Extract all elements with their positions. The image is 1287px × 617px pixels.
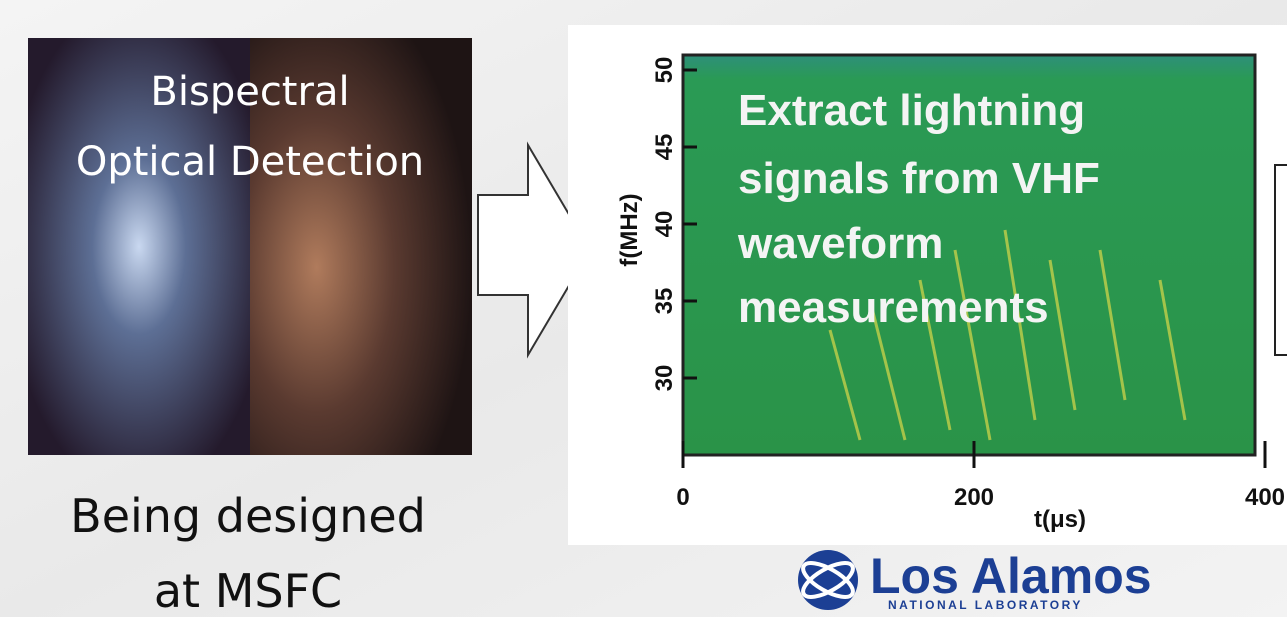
x-tick-label: 400: [1245, 484, 1285, 511]
logo-globe: [798, 550, 858, 610]
subtitle: Being designed: [70, 489, 426, 543]
y-tick-label: 30: [651, 365, 678, 392]
image-caption: Bispectral: [150, 69, 349, 115]
annotation: Extract lightning: [738, 86, 1085, 135]
x-tick-label: 0: [676, 484, 689, 511]
x-axis-label: t(μs): [1034, 506, 1086, 533]
subtitle: at MSFC: [154, 564, 342, 617]
y-tick-label: 35: [651, 288, 678, 315]
y-tick-label: 50: [651, 57, 678, 84]
annotation: measurements: [738, 283, 1049, 332]
page: Bispectral Optical Detection Being desig…: [0, 0, 1287, 617]
x-tick-label: 200: [954, 484, 994, 511]
y-tick-label: 45: [651, 134, 678, 161]
logo-tagline: NATIONAL LABORATORY: [888, 598, 1083, 612]
annotation: waveform: [737, 219, 943, 268]
logo-name: Los Alamos: [870, 548, 1152, 604]
y-tick-label: 40: [651, 211, 678, 238]
side-box: [1275, 165, 1287, 355]
annotation: signals from VHF: [738, 154, 1100, 203]
slide: Bispectral Optical Detection Being desig…: [0, 0, 1287, 617]
image-caption: Optical Detection: [76, 139, 424, 185]
y-axis-label: f(MHz): [616, 193, 643, 266]
